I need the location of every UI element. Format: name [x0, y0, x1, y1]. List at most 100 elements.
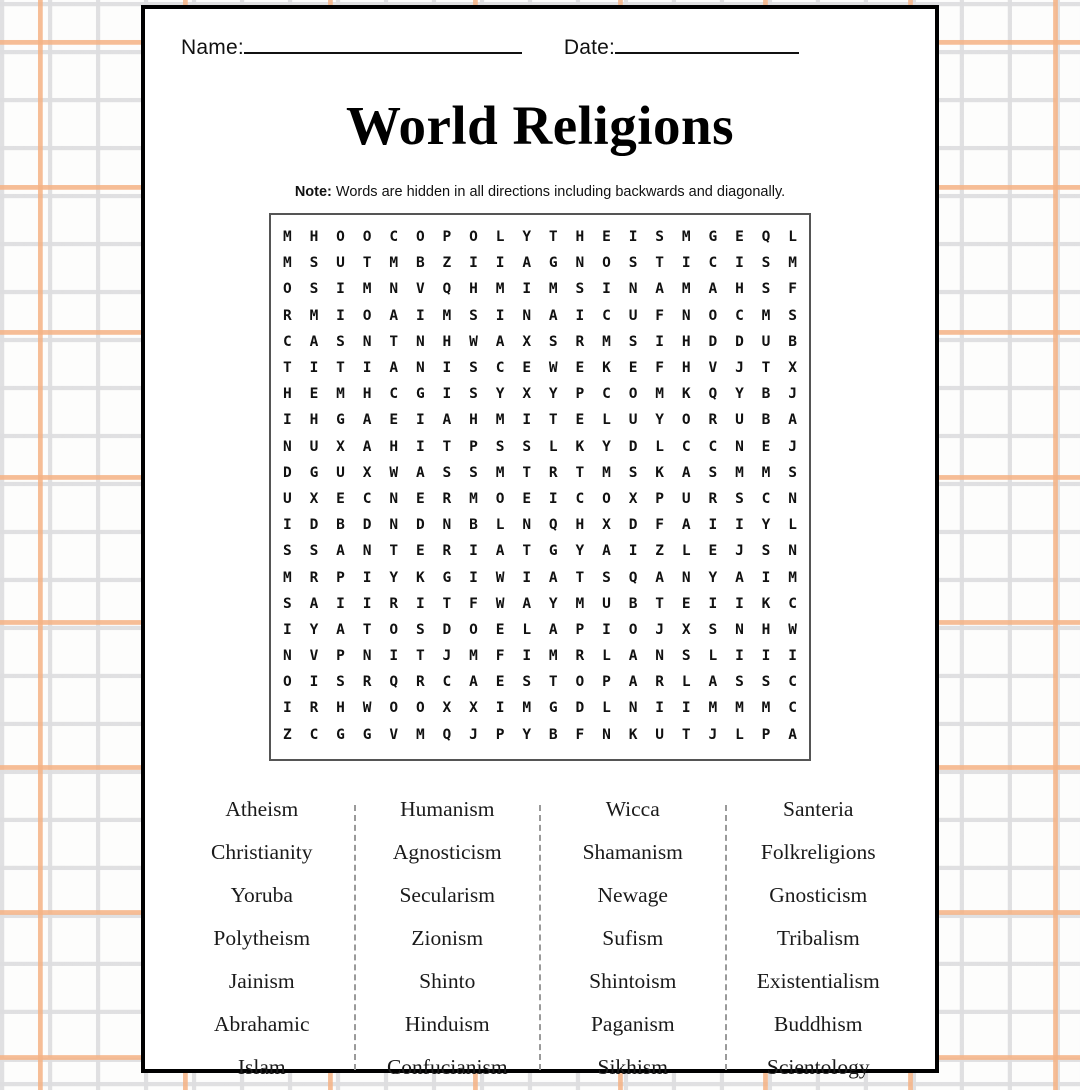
- grid-cell[interactable]: Y: [548, 386, 558, 403]
- grid-cell[interactable]: C: [602, 307, 611, 324]
- grid-cell[interactable]: A: [522, 255, 532, 272]
- grid-cell[interactable]: N: [602, 726, 611, 743]
- word-list-item[interactable]: Shamanism: [582, 840, 683, 864]
- grid-cell[interactable]: Y: [495, 386, 505, 403]
- grid-cell[interactable]: I: [735, 595, 744, 612]
- grid-cell[interactable]: N: [389, 281, 399, 298]
- grid-cell[interactable]: M: [282, 229, 292, 246]
- grid-cell[interactable]: I: [495, 255, 505, 272]
- grid-cell[interactable]: Q: [548, 517, 558, 534]
- grid-cell[interactable]: I: [548, 490, 558, 507]
- grid-cell[interactable]: I: [336, 307, 345, 324]
- grid-cell[interactable]: N: [681, 569, 691, 586]
- grid-cell[interactable]: A: [681, 517, 691, 534]
- grid-cell[interactable]: C: [708, 255, 718, 272]
- grid-cell[interactable]: S: [309, 281, 319, 298]
- grid-cell[interactable]: S: [575, 281, 585, 298]
- word-list-item[interactable]: Islam: [237, 1055, 286, 1079]
- word-list-item[interactable]: Secularism: [399, 883, 496, 907]
- grid-cell[interactable]: H: [681, 333, 691, 350]
- grid-cell[interactable]: A: [362, 438, 372, 455]
- grid-cell[interactable]: A: [788, 726, 797, 743]
- grid-cell[interactable]: M: [681, 229, 691, 246]
- grid-cell[interactable]: P: [575, 386, 585, 403]
- grid-cell[interactable]: H: [309, 229, 319, 246]
- grid-cell[interactable]: Q: [628, 569, 638, 586]
- grid-cell[interactable]: T: [522, 464, 532, 481]
- grid-cell[interactable]: H: [336, 700, 345, 717]
- grid-cell[interactable]: C: [708, 438, 718, 455]
- grid-cell[interactable]: M: [788, 569, 797, 586]
- grid-cell[interactable]: I: [469, 543, 478, 560]
- grid-cell[interactable]: L: [735, 726, 744, 743]
- word-list-item[interactable]: Gnosticism: [769, 883, 868, 907]
- grid-cell[interactable]: I: [469, 255, 478, 272]
- grid-cell[interactable]: U: [309, 438, 319, 455]
- grid-cell[interactable]: V: [708, 360, 718, 377]
- word-list-item[interactable]: Polytheism: [213, 926, 311, 950]
- grid-cell[interactable]: C: [735, 307, 744, 324]
- grid-cell[interactable]: Y: [761, 517, 771, 534]
- date-input-rule[interactable]: [615, 37, 800, 54]
- grid-cell[interactable]: I: [336, 281, 345, 298]
- grid-cell[interactable]: A: [495, 543, 505, 560]
- grid-cell[interactable]: T: [761, 360, 771, 377]
- grid-cell[interactable]: U: [735, 412, 744, 429]
- grid-cell[interactable]: C: [788, 700, 797, 717]
- grid-cell[interactable]: O: [708, 307, 718, 324]
- grid-cell[interactable]: X: [681, 621, 691, 638]
- grid-cell[interactable]: P: [575, 621, 585, 638]
- grid-cell[interactable]: G: [336, 726, 345, 743]
- grid-cell[interactable]: S: [628, 333, 638, 350]
- grid-cell[interactable]: O: [575, 674, 585, 691]
- grid-cell[interactable]: K: [415, 569, 425, 586]
- grid-cell[interactable]: U: [602, 595, 611, 612]
- grid-cell[interactable]: I: [469, 569, 478, 586]
- grid-cell[interactable]: A: [788, 412, 797, 429]
- grid-cell[interactable]: E: [336, 490, 345, 507]
- grid-cell[interactable]: L: [522, 621, 532, 638]
- grid-cell[interactable]: X: [362, 464, 372, 481]
- grid-cell[interactable]: A: [362, 412, 372, 429]
- grid-cell[interactable]: W: [788, 621, 797, 638]
- grid-cell[interactable]: L: [681, 674, 691, 691]
- grid-cell[interactable]: T: [362, 255, 372, 272]
- grid-cell[interactable]: E: [735, 229, 744, 246]
- grid-cell[interactable]: Y: [602, 438, 611, 455]
- word-list-item[interactable]: Scientology: [766, 1055, 870, 1079]
- grid-cell[interactable]: I: [442, 386, 452, 403]
- grid-cell[interactable]: X: [602, 517, 611, 534]
- word-list-item[interactable]: Jainism: [228, 969, 295, 993]
- grid-cell[interactable]: O: [469, 229, 478, 246]
- grid-cell[interactable]: I: [735, 255, 744, 272]
- word-list-item[interactable]: Existentialism: [756, 969, 880, 993]
- grid-cell[interactable]: I: [655, 333, 665, 350]
- grid-cell[interactable]: P: [655, 490, 665, 507]
- grid-cell[interactable]: N: [362, 543, 372, 560]
- word-list-item[interactable]: Santeria: [783, 797, 854, 821]
- grid-cell[interactable]: S: [336, 333, 345, 350]
- grid-cell[interactable]: M: [495, 412, 505, 429]
- grid-cell[interactable]: D: [309, 517, 319, 534]
- grid-cell[interactable]: U: [628, 307, 638, 324]
- grid-cell[interactable]: I: [336, 595, 345, 612]
- grid-cell[interactable]: A: [389, 307, 399, 324]
- grid-cell[interactable]: O: [628, 386, 638, 403]
- grid-cell[interactable]: C: [282, 333, 292, 350]
- grid-cell[interactable]: R: [548, 464, 558, 481]
- grid-cell[interactable]: R: [442, 543, 452, 560]
- grid-cell[interactable]: E: [708, 543, 718, 560]
- grid-cell[interactable]: M: [655, 386, 665, 403]
- grid-cell[interactable]: D: [442, 621, 452, 638]
- grid-cell[interactable]: M: [602, 464, 611, 481]
- grid-cell[interactable]: T: [442, 595, 452, 612]
- grid-cell[interactable]: U: [336, 255, 345, 272]
- grid-cell[interactable]: A: [628, 648, 638, 665]
- grid-cell[interactable]: N: [788, 490, 797, 507]
- grid-cell[interactable]: Y: [309, 621, 319, 638]
- grid-cell[interactable]: W: [362, 700, 372, 717]
- grid-cell[interactable]: Z: [442, 255, 452, 272]
- grid-cell[interactable]: N: [655, 648, 665, 665]
- grid-cell[interactable]: B: [788, 333, 797, 350]
